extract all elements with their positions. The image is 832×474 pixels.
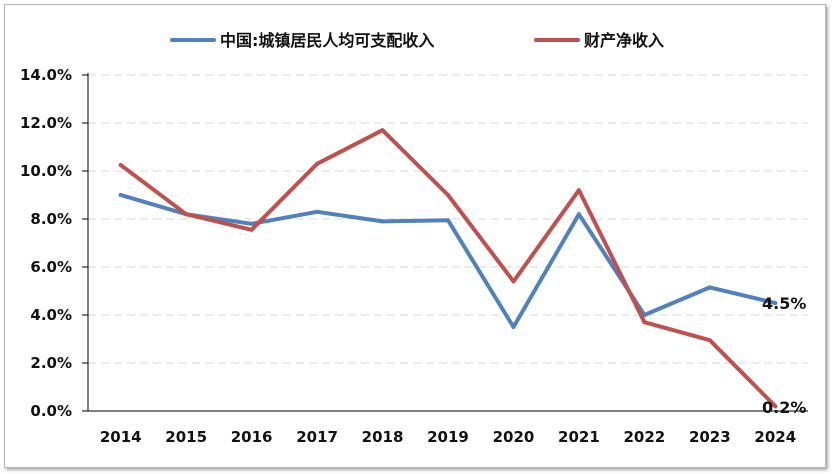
data-point-1-2023 xyxy=(707,338,712,343)
axes xyxy=(82,73,808,412)
y-tick-label-3: 6.0% xyxy=(30,258,72,276)
y-tick-label-6: 12.0% xyxy=(20,114,72,132)
data-point-1-2017 xyxy=(315,161,320,166)
data-point-0-2017 xyxy=(315,209,320,214)
chart-frame xyxy=(4,4,826,468)
data-point-0-2020 xyxy=(511,325,516,329)
x-tick-label-2021: 2021 xyxy=(558,428,600,446)
data-point-0-2014 xyxy=(118,193,123,197)
series-line-1 xyxy=(118,128,778,409)
data-point-0-2019 xyxy=(446,218,450,223)
series-line-0 xyxy=(118,193,778,329)
data-point-1-2014 xyxy=(118,163,123,167)
end-label-property: 0.2% xyxy=(762,398,806,417)
y-tick-label-4: 8.0% xyxy=(30,210,72,228)
data-point-0-2016 xyxy=(249,221,254,226)
end-label-income: 4.5% xyxy=(762,294,806,313)
series-lines xyxy=(118,128,778,409)
y-tick-label-1: 2.0% xyxy=(30,354,72,372)
x-tick-label-2019: 2019 xyxy=(427,428,469,446)
y-tick-label-0: 0.0% xyxy=(30,402,72,420)
data-point-0-2021 xyxy=(576,212,581,217)
y-tick-label-7: 14.0% xyxy=(20,66,72,84)
data-point-1-2015 xyxy=(184,212,189,217)
data-point-1-2018 xyxy=(380,128,385,133)
x-tick-labels: 2014 2015 2016 2017 2018 2019 2020 2021 2022 2023… xyxy=(100,428,796,446)
legend-label-income: 中国:城镇居民人均可支配收入 xyxy=(220,31,434,50)
y-tick-label-5: 10.0% xyxy=(20,162,72,180)
legend: 中国:城镇居民人均可支配收入 财产净收入 xyxy=(170,31,664,50)
x-tick-label-2016: 2016 xyxy=(231,428,273,446)
y-tick-labels: 0.0% 2.0% 4.0% 6.0% 8.0% 10.0% 12.0% 14.0% xyxy=(20,66,72,420)
data-point-1-2022 xyxy=(642,320,647,325)
x-tick-label-2024: 2024 xyxy=(754,428,796,446)
data-point-1-2024 xyxy=(773,404,778,409)
data-point-1-2019 xyxy=(446,193,450,197)
x-tick-label-2020: 2020 xyxy=(493,428,535,446)
data-point-1-2021 xyxy=(576,188,581,193)
y-tick-label-2: 4.0% xyxy=(30,306,72,324)
x-tick-label-2017: 2017 xyxy=(296,428,338,446)
x-tick-label-2022: 2022 xyxy=(623,428,665,446)
x-tick-label-2023: 2023 xyxy=(689,428,731,446)
data-point-0-2018 xyxy=(380,219,385,224)
data-point-0-2024 xyxy=(773,301,778,305)
data-point-1-2020 xyxy=(511,279,516,284)
x-tick-label-2014: 2014 xyxy=(100,428,142,446)
data-point-1-2016 xyxy=(249,227,254,232)
data-point-0-2023 xyxy=(707,285,712,290)
x-tick-label-2018: 2018 xyxy=(362,428,404,446)
legend-label-property: 财产净收入 xyxy=(583,31,664,50)
x-tick-label-2015: 2015 xyxy=(165,428,207,446)
